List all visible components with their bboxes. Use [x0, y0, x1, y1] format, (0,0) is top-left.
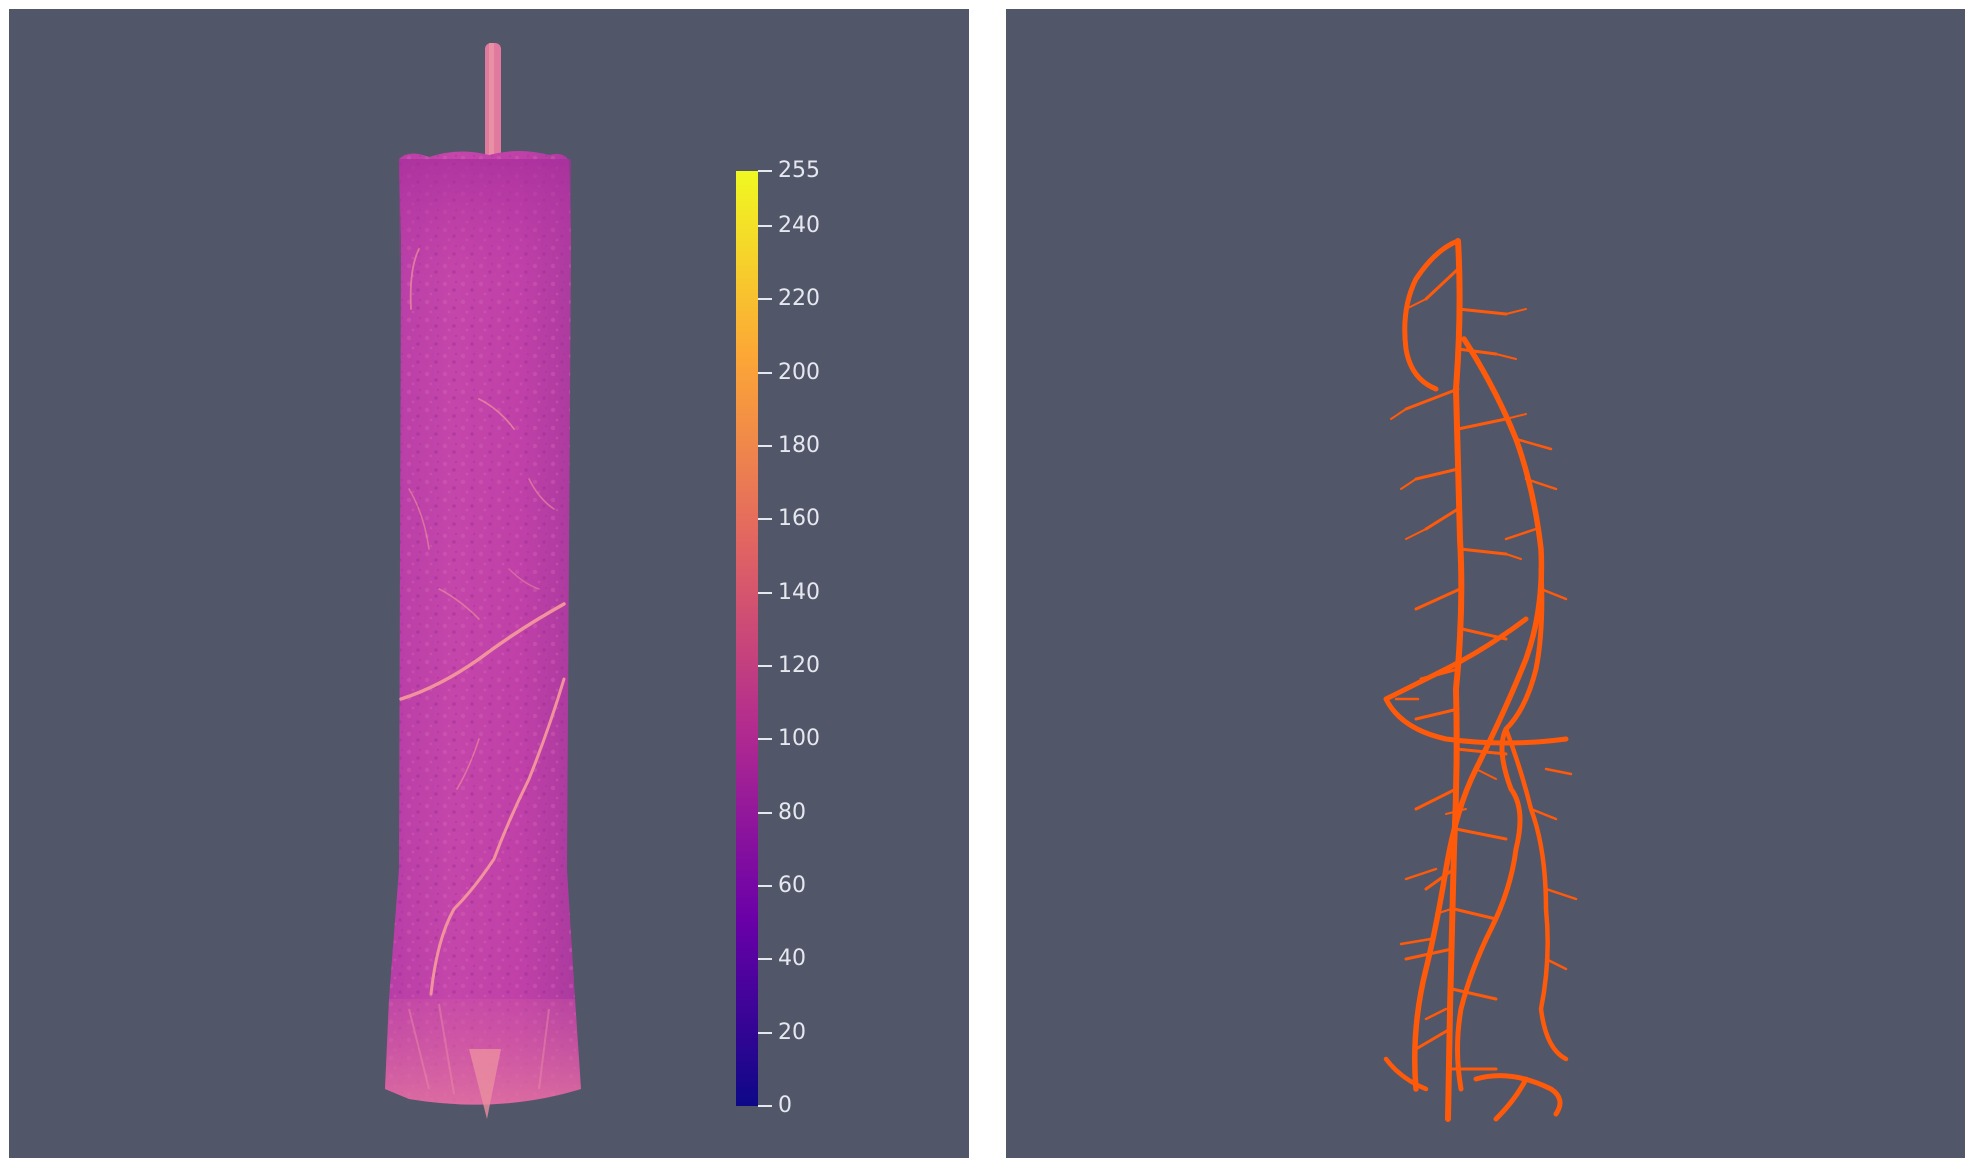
colorbar-tick-mark: [758, 665, 772, 667]
colorbar-tick-mark: [758, 811, 772, 814]
colorbar-tick-label: 120: [778, 653, 820, 678]
root-traces: [399, 248, 566, 996]
colorbar-tick-label: 60: [778, 873, 806, 898]
colorbar-tick-label: 255: [778, 158, 820, 183]
root-system-render: [1383, 238, 1578, 1122]
colorbar-tick-mark: [758, 518, 772, 521]
colorbar-tick-label: 200: [778, 359, 820, 385]
left-render-viewport[interactable]: 0 20 40 60 80 100 120 140 160 180 200 220 240 255: [9, 9, 969, 1158]
colorbar-tick-label: 0: [778, 1093, 792, 1118]
colorbar-tick-label: 100: [778, 726, 820, 752]
colorbar-tick-mark: [758, 445, 772, 447]
colorbar-tick-mark: [758, 1031, 772, 1034]
colorbar-tick-mark: [758, 591, 772, 594]
colorbar-tick-label: 180: [778, 433, 820, 458]
colorbar-tick-mark: [758, 885, 772, 887]
colorbar-tick-label: 220: [778, 286, 820, 312]
colorbar-tick-label: 140: [778, 579, 820, 605]
colorbar-gradient: [736, 171, 758, 1106]
colorbar-tick-mark: [758, 958, 772, 961]
soil-column-volume-render: [385, 43, 581, 1119]
colorbar-tick-mark: [758, 225, 772, 227]
right-render-viewport[interactable]: [1006, 9, 1965, 1158]
colorbar-tick-mark: [758, 738, 772, 741]
colorbar-tick-label: 80: [778, 799, 806, 825]
colorbar-tick-label: 160: [778, 506, 820, 532]
colorbar-tick-mark: [758, 298, 772, 301]
root-network: [1383, 238, 1578, 1122]
colorbar: 0 20 40 60 80 100 120 140 160 180 200 220 240 255: [736, 160, 876, 1121]
colorbar-tick-label: 20: [778, 1019, 806, 1045]
colorbar-tick-mark: [758, 1105, 772, 1107]
colorbar-tick-mark: [758, 371, 772, 374]
colorbar-tick-label: 240: [778, 213, 820, 238]
colorbar-tick-label: 40: [778, 946, 806, 972]
colorbar-tick-mark: [758, 170, 772, 172]
